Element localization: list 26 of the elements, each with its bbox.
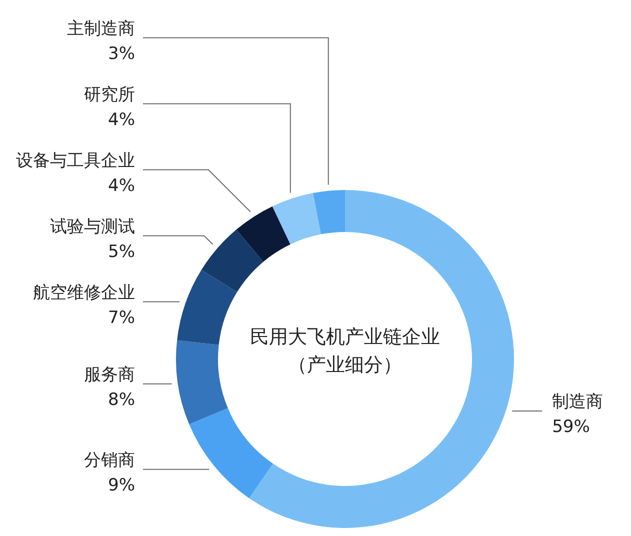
donut-slice xyxy=(249,190,514,528)
donut-slice xyxy=(272,193,321,244)
data-label: 5% xyxy=(108,242,135,262)
text: 民用大飞机产业链企业 xyxy=(249,325,441,349)
donut-slice xyxy=(236,206,290,262)
data-label: 7% xyxy=(108,308,135,328)
text: （产业细分） xyxy=(287,353,403,377)
data-label: 3% xyxy=(108,44,135,64)
donut-slice xyxy=(177,270,238,345)
slice-label: 航空维修企业 xyxy=(33,282,135,303)
slice-label: 主制造商 xyxy=(67,18,135,39)
slice-label: 试验与测试 xyxy=(50,216,135,237)
donut-slice xyxy=(313,190,345,234)
data-label: 59% xyxy=(552,416,590,437)
slice-label: 研究所 xyxy=(84,84,135,105)
data-label: 4% xyxy=(108,176,135,196)
data-label: 8% xyxy=(108,390,135,410)
slice-label: 服务商 xyxy=(84,364,135,385)
data-label: 9% xyxy=(108,475,135,496)
slice-label: 制造商 xyxy=(552,392,604,412)
donut-slice xyxy=(176,340,228,424)
donut-slice xyxy=(201,230,264,292)
slice-label: 设备与工具企业 xyxy=(16,150,135,171)
donut-slice xyxy=(189,408,273,498)
slice-label: 分销商 xyxy=(84,450,135,470)
data-label: 4% xyxy=(108,110,135,130)
